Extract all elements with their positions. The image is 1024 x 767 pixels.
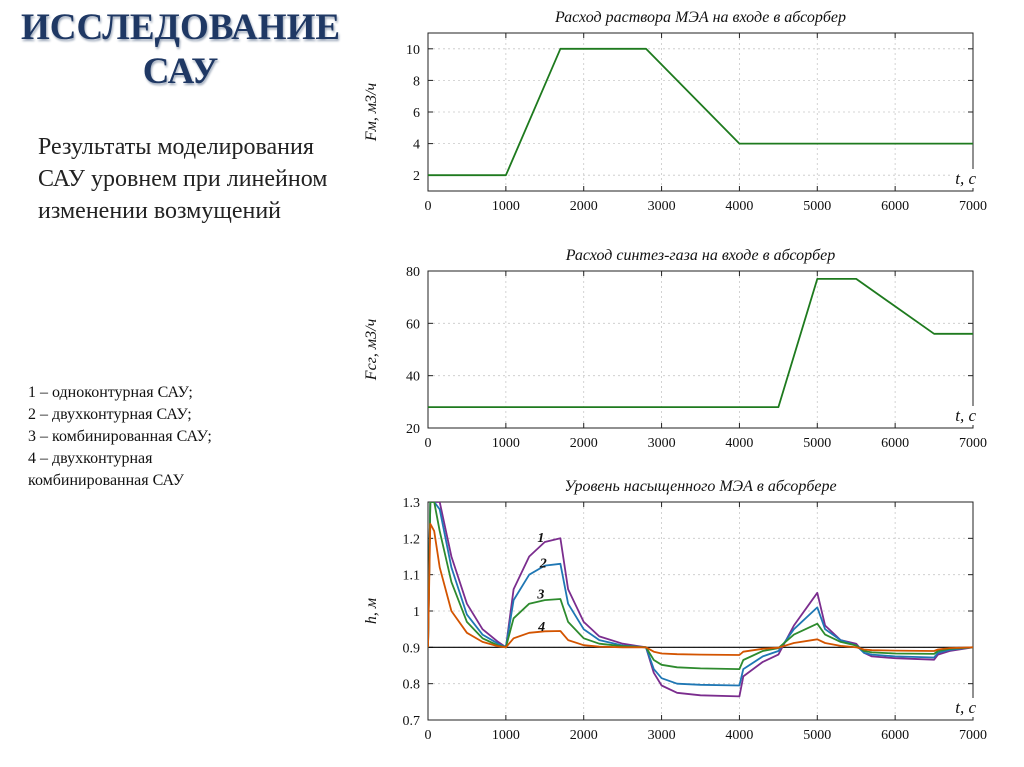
y-tick-label: 0.8 bbox=[403, 678, 421, 693]
y-tick-label: 1.2 bbox=[403, 532, 421, 547]
x-tick-label: 4000 bbox=[725, 199, 753, 214]
x-tick-label: 2000 bbox=[570, 199, 598, 214]
x-tick-label: 4000 bbox=[725, 436, 753, 451]
y-axis-label: h, м bbox=[363, 598, 380, 624]
series-line-1 bbox=[428, 502, 973, 698]
x-axis-label-bg bbox=[953, 169, 977, 188]
y-tick-label: 6 bbox=[413, 106, 420, 121]
slide-subtitle: Результаты моделирования САУ уровнем при… bbox=[38, 134, 328, 224]
slide-title-line2: САУ bbox=[142, 51, 219, 92]
y-axis-label: Fм, м3/ч bbox=[363, 83, 380, 143]
x-tick-label: 1000 bbox=[492, 199, 520, 214]
series-line-2 bbox=[428, 502, 973, 687]
chart-1-plot bbox=[428, 47, 973, 177]
y-tick-label: 0.7 bbox=[403, 714, 421, 729]
series-line-Fм bbox=[428, 47, 973, 177]
x-tick-label: 5000 bbox=[803, 728, 831, 743]
x-tick-label: 7000 bbox=[959, 199, 987, 214]
x-tick-label: 0 bbox=[425, 728, 432, 743]
x-tick-label: 1000 bbox=[492, 728, 520, 743]
y-axis-label: Fсг, м3/ч bbox=[363, 318, 380, 381]
x-tick-label: 0 bbox=[425, 436, 432, 451]
y-tick-label: 60 bbox=[406, 317, 420, 332]
y-tick-label: 80 bbox=[406, 265, 420, 280]
y-tick-label: 1 bbox=[413, 605, 420, 620]
legend-item-1: 1 – одноконтурная САУ; bbox=[28, 384, 193, 401]
x-tick-label: 0 bbox=[425, 199, 432, 214]
legend-item-4a: 4 – двухконтурная bbox=[28, 450, 153, 467]
y-tick-label: 20 bbox=[406, 422, 420, 437]
series-line-4 bbox=[428, 522, 973, 656]
slide-title: ИССЛЕДОВАНИЕ САУ bbox=[18, 6, 343, 94]
x-tick-label: 6000 bbox=[881, 436, 909, 451]
y-tick-label: 4 bbox=[413, 138, 420, 153]
curve-label-4: 4 bbox=[537, 620, 545, 635]
chart-2-plot bbox=[428, 277, 973, 409]
y-tick-label: 2 bbox=[413, 169, 420, 184]
y-tick-label: 8 bbox=[413, 74, 420, 89]
chart-title: Расход раствора МЭА на входе в абсорбер bbox=[554, 9, 846, 26]
chart-title: Уровень насыщенного МЭА в абсорбере bbox=[564, 478, 836, 495]
chart-2: 0 1000 2000 3000 4000 5000 6000 7000 20 40 60 80 Рас… bbox=[363, 247, 987, 451]
x-tick-label: 4000 bbox=[725, 728, 753, 743]
curve-label-3: 3 bbox=[536, 587, 544, 602]
x-tick-label: 3000 bbox=[648, 436, 676, 451]
curve-legend: 1 – одноконтурная САУ; 2 – двухконтурная… bbox=[28, 382, 348, 492]
x-axis-label: t, c bbox=[955, 698, 976, 717]
x-axis-label: t, c bbox=[955, 406, 976, 425]
y-tick-label: 1.3 bbox=[403, 496, 421, 511]
chart-title: Расход синтез-газа на входе в абсорбер bbox=[565, 247, 836, 264]
y-tick-label: 1.1 bbox=[403, 569, 421, 584]
x-tick-label: 2000 bbox=[570, 436, 598, 451]
x-tick-label: 7000 bbox=[959, 728, 987, 743]
curve-label-2: 2 bbox=[539, 556, 547, 571]
legend-item-2: 2 – двухконтурная САУ; bbox=[28, 406, 192, 423]
x-tick-label: 2000 bbox=[570, 728, 598, 743]
x-axis-label-bg bbox=[953, 698, 977, 717]
x-axis-label: t, c bbox=[955, 169, 976, 188]
x-tick-label: 5000 bbox=[803, 436, 831, 451]
legend-item-3: 3 – комбинированная САУ; bbox=[28, 428, 212, 445]
series-line-Fсг bbox=[428, 277, 973, 409]
chart-3: 0 1000 2000 3000 4000 5000 6000 7000 0.7 0.8 0.9 1 1… bbox=[363, 478, 987, 743]
x-axis-label-bg bbox=[953, 406, 977, 425]
series-line-3 bbox=[428, 502, 973, 670]
y-tick-label: 10 bbox=[406, 43, 420, 58]
x-tick-label: 3000 bbox=[648, 199, 676, 214]
x-tick-label: 6000 bbox=[881, 199, 909, 214]
legend-item-4b: комбинированная САУ bbox=[28, 472, 184, 489]
x-tick-label: 3000 bbox=[648, 728, 676, 743]
slide-title-line1: ИССЛЕДОВАНИЕ bbox=[20, 7, 341, 48]
x-tick-label: 7000 bbox=[959, 436, 987, 451]
chart-1: 0 1000 2000 3000 4000 5000 6000 7000 2 4 6 8 10 Расхо… bbox=[363, 9, 987, 214]
plot-frame bbox=[427, 270, 974, 429]
y-tick-label: 40 bbox=[406, 370, 420, 385]
x-tick-label: 1000 bbox=[492, 436, 520, 451]
y-tick-label: 0.9 bbox=[403, 641, 421, 656]
x-tick-label: 6000 bbox=[881, 728, 909, 743]
curve-label-1: 1 bbox=[537, 531, 544, 546]
x-tick-label: 5000 bbox=[803, 199, 831, 214]
chart-3-plot bbox=[428, 502, 973, 698]
